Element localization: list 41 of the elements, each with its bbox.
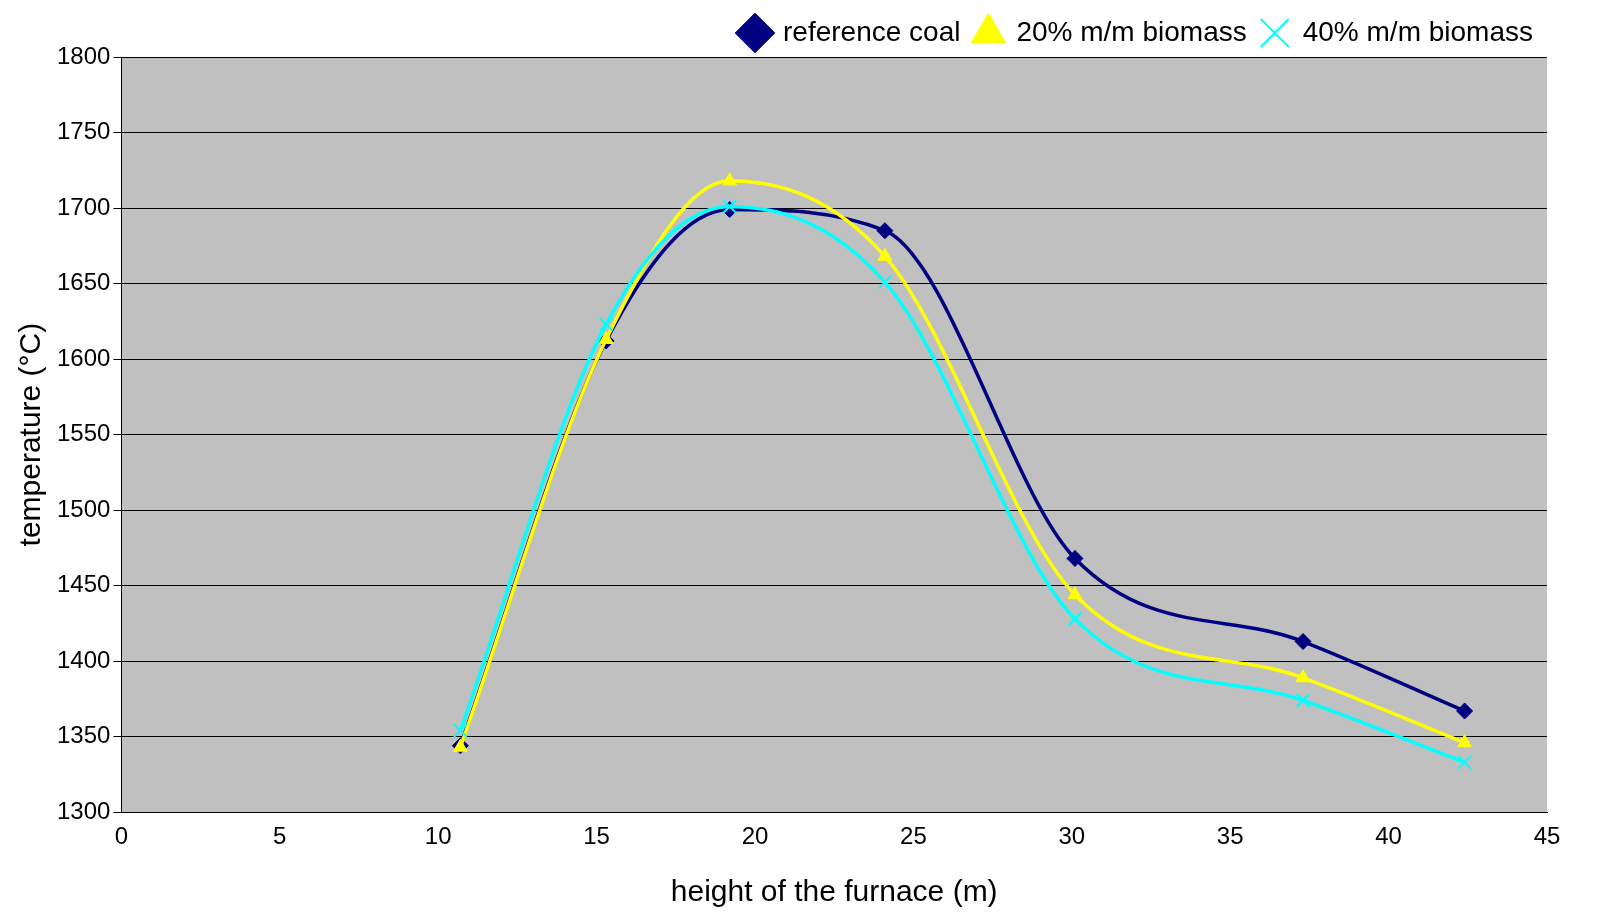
point: [1457, 754, 1472, 770]
point: [1457, 734, 1473, 748]
y-tick-label: 1600: [57, 343, 111, 371]
point: [453, 723, 468, 738]
y-axis-title: temperature (°C): [13, 322, 47, 547]
point: [1456, 702, 1474, 720]
legend-label: 40% m/m biomass: [1302, 15, 1534, 47]
point: [722, 199, 738, 214]
y-tick-label: 1450: [57, 570, 111, 598]
y-tick-label: 1750: [57, 117, 111, 145]
point: [1067, 611, 1083, 627]
y-tick-label: 1650: [57, 268, 111, 296]
point: [876, 222, 894, 240]
x-tick-label: 10: [424, 822, 452, 850]
y-tick-label: 1300: [57, 796, 111, 824]
x-tick-label: 45: [1533, 822, 1561, 850]
x-tick-label: 0: [114, 822, 129, 850]
legend-label: 20% m/m biomass: [1016, 15, 1247, 47]
x-tick-label: 40: [1375, 822, 1402, 850]
x-axis-title: height of the furnace (m): [670, 874, 998, 908]
y-tick-label: 1800: [57, 41, 111, 69]
x-tick-label: 30: [1058, 822, 1086, 850]
point: [877, 274, 893, 290]
x-tick-label: 25: [900, 822, 927, 850]
x-tick-label: 35: [1216, 822, 1244, 850]
point: [598, 316, 614, 332]
point: [1294, 633, 1312, 651]
y-tick-label: 1400: [57, 645, 111, 673]
y-tick-label: 1700: [57, 192, 111, 220]
y-tick-label: 1350: [57, 721, 111, 749]
x-tick-label: 5: [273, 822, 287, 850]
point: [1295, 669, 1311, 683]
y-tick-label: 1500: [57, 494, 111, 522]
point: [722, 172, 738, 186]
point: [1295, 693, 1311, 708]
point: [1066, 549, 1084, 567]
y-tick-label: 1550: [57, 419, 111, 447]
x-tick-label: 20: [741, 822, 769, 850]
x-tick-label: 15: [583, 822, 610, 850]
point: [1067, 586, 1083, 600]
legend-label: reference coal: [782, 15, 961, 47]
